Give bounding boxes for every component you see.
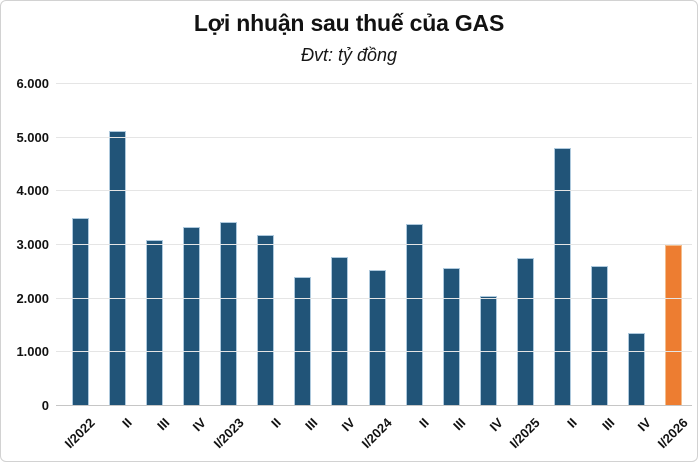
bar-IV xyxy=(627,333,645,406)
bar-I-2024 xyxy=(368,269,386,406)
bar-IV xyxy=(479,295,497,406)
x-tick-slot: II xyxy=(396,407,433,463)
x-tick-slot: I/2025 xyxy=(507,407,544,463)
bar-II xyxy=(109,130,127,406)
bar-III xyxy=(590,266,608,406)
x-tick-label-III: III xyxy=(598,415,618,434)
bars-container xyxy=(62,84,692,406)
x-tick-label-I-2025: I/2025 xyxy=(506,415,543,452)
bar-III xyxy=(442,268,460,406)
x-tick-label-IV: IV xyxy=(486,415,506,435)
bar-slot xyxy=(655,84,692,406)
x-tick-slot: IV xyxy=(173,407,210,463)
gridline-5.000 xyxy=(56,136,692,138)
gridline-6.000 xyxy=(56,83,692,84)
x-tick-label-IV: IV xyxy=(634,415,655,435)
bar-I-2025 xyxy=(516,258,534,406)
x-tick-slot: III xyxy=(581,407,618,463)
gridline-1.000 xyxy=(56,351,692,353)
bar-III xyxy=(294,277,312,406)
x-tick-label-II: II xyxy=(119,415,136,431)
bar-slot xyxy=(173,84,210,406)
chart-subtitle: Đvt: tỷ đồng xyxy=(300,45,398,65)
y-axis: 0 1.000 2.000 3.000 4.000 5.000 6.000 xyxy=(1,76,49,413)
x-axis: I/2022 II III IV I/2023 II III IV I/2024 II III IV I… xyxy=(62,407,692,463)
bar-IV xyxy=(183,226,201,406)
x-tick-label-III: III xyxy=(450,415,469,434)
bar-II xyxy=(257,234,275,406)
y-tick-label-6.000: 6.000 xyxy=(16,76,49,91)
bar-slot xyxy=(470,84,507,406)
bar-I-2023 xyxy=(220,222,238,406)
x-tick-slot: IV xyxy=(470,407,507,463)
bar-slot xyxy=(284,84,321,406)
y-tick-label-4.000: 4.000 xyxy=(16,183,49,199)
y-tick-label-3.000: 3.000 xyxy=(16,237,49,252)
x-tick-slot: III xyxy=(433,407,470,463)
x-tick-label-I-2023: I/2023 xyxy=(210,415,247,452)
bar-slot xyxy=(618,84,655,406)
bar-slot xyxy=(321,84,358,406)
bar-IV xyxy=(331,257,349,406)
bar-II xyxy=(405,223,423,406)
x-tick-slot: I/2023 xyxy=(210,407,247,463)
x-tick-slot: IV xyxy=(321,407,358,463)
bar-slot xyxy=(136,84,173,406)
bar-slot xyxy=(544,84,581,406)
x-tick-label-III: III xyxy=(153,415,173,434)
x-tick-label-II: II xyxy=(267,415,284,431)
x-tick-label-I-2022: I/2022 xyxy=(61,415,99,452)
y-tick-label-1.000: 1.000 xyxy=(16,344,49,360)
bar-II xyxy=(553,148,571,406)
gridline-4.000 xyxy=(56,190,692,192)
x-axis-baseline xyxy=(56,405,692,406)
plot-area xyxy=(56,83,692,406)
bar-slot xyxy=(99,84,136,406)
chart-title: Lợi nhuận sau thuế của GAS xyxy=(193,10,505,36)
bar-slot xyxy=(433,84,470,406)
bar-slot xyxy=(396,84,433,406)
x-tick-label-II: II xyxy=(415,415,432,431)
x-tick-slot: I/2024 xyxy=(358,407,396,463)
bar-slot xyxy=(581,84,618,406)
bar-I-2026-highlighted xyxy=(665,245,683,406)
x-tick-slot: II xyxy=(544,407,581,463)
y-tick-label-0: 0 xyxy=(41,398,49,413)
y-tick-label-2.000: 2.000 xyxy=(16,290,49,306)
y-tick-label-5.000: 5.000 xyxy=(16,129,49,145)
x-tick-slot: II xyxy=(247,407,284,463)
bar-slot xyxy=(359,84,396,406)
x-tick-label-III: III xyxy=(302,415,321,434)
x-tick-label-IV: IV xyxy=(190,415,210,435)
x-tick-slot: I/2026 xyxy=(655,407,692,463)
gridline-2.000 xyxy=(56,297,692,299)
x-tick-slot: III xyxy=(136,407,173,463)
x-tick-slot: II xyxy=(99,407,136,463)
x-tick-label-I-2024: I/2024 xyxy=(358,415,395,452)
bar-slot xyxy=(62,84,99,406)
x-tick-slot: I/2022 xyxy=(62,407,99,463)
x-tick-slot: III xyxy=(284,407,321,463)
bar-slot xyxy=(507,84,544,406)
bar-slot xyxy=(210,84,247,406)
x-tick-label-IV: IV xyxy=(338,415,358,435)
x-tick-label-I-2026: I/2026 xyxy=(654,415,692,452)
bar-slot xyxy=(247,84,284,406)
bar-I-2022 xyxy=(72,218,90,406)
gridline-3.000 xyxy=(56,244,692,245)
bar-III xyxy=(146,240,164,406)
x-tick-label-II: II xyxy=(564,415,580,431)
x-tick-slot: IV xyxy=(618,407,655,463)
